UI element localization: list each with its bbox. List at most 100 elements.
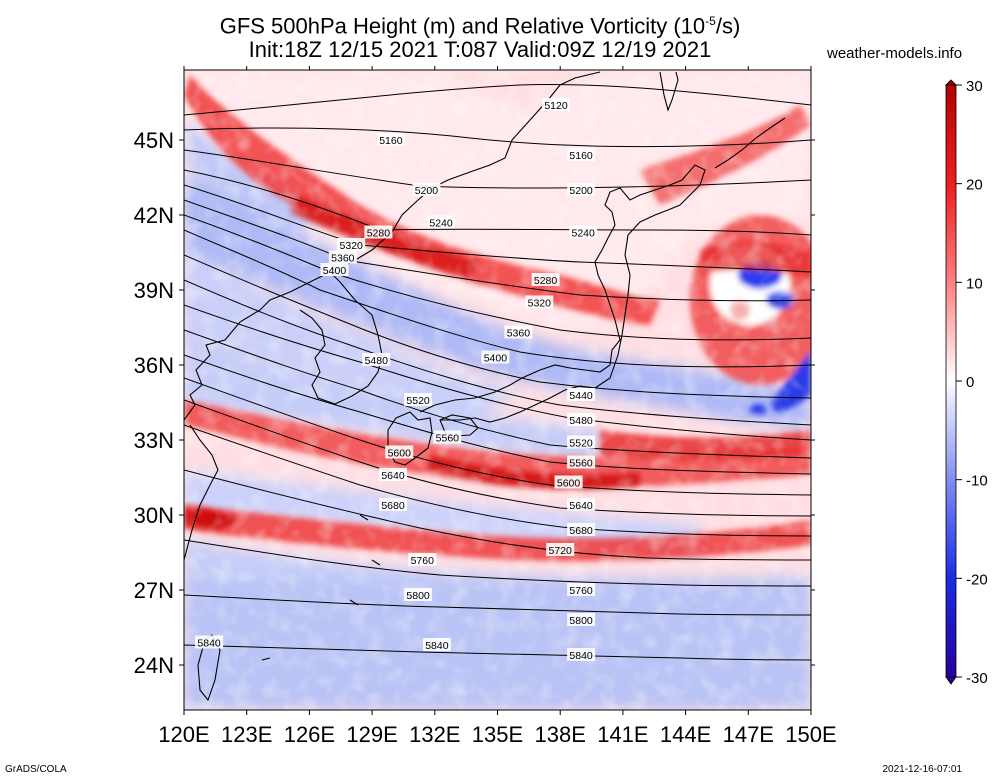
contour-label-text: 5760: [569, 585, 593, 597]
contour-label: 5360: [504, 325, 533, 340]
lat-tick-label: 45N: [134, 128, 174, 153]
contour-label-text: 5480: [365, 355, 389, 367]
contour-label-bg: [567, 435, 596, 449]
site-credit: weather-models.info: [827, 45, 963, 62]
contour-label: 5320: [337, 238, 366, 252]
contour-label-text: 5280: [367, 228, 391, 240]
contour-label: 5560: [433, 430, 462, 445]
contour-label: 5760: [567, 583, 596, 597]
contour-label: 5440: [567, 388, 596, 402]
contour-label-text: 5600: [557, 478, 581, 490]
contour-label-bg: [567, 148, 596, 161]
contour-label: 5280: [531, 273, 560, 287]
contour-label: 5200: [412, 183, 441, 197]
lon-tick-label: 138E: [535, 722, 586, 747]
contour-label-bg: [376, 133, 405, 146]
lat-tick-label: 27N: [134, 578, 174, 603]
lat-tick-label: 42N: [134, 203, 174, 228]
contour-label-bg: [542, 98, 571, 111]
lat-tick-label: 33N: [134, 428, 174, 453]
contour-label: 5360: [328, 250, 357, 265]
contour-label-bg: [546, 543, 575, 556]
contour-label: 5280: [364, 225, 393, 240]
contour-label-bg: [362, 353, 391, 366]
lon-tick-label: 126E: [284, 722, 335, 747]
contour-label-text: 5240: [572, 228, 596, 240]
contour-label-bg: [379, 498, 407, 511]
chart-title: GFS 500hPa Height (m) and Relative Vorti…: [219, 13, 741, 39]
contour-label-bg: [412, 183, 441, 196]
lat-tick-label: 36N: [134, 353, 174, 378]
contour-label: 5400: [481, 350, 510, 365]
contour-label-text: 5520: [569, 438, 593, 450]
footer-software: GrADS/COLA: [5, 764, 67, 775]
colorbar: 30 20 10 0 -10 -20 -30: [945, 78, 988, 687]
contour-label: 5800: [404, 588, 433, 602]
contour-label-text: 5800: [406, 590, 430, 602]
contour-label-text: 5320: [340, 240, 364, 252]
contour-label: 5600: [554, 475, 583, 490]
contour-label: 5160: [567, 148, 596, 162]
contour-label-text: 5800: [569, 615, 593, 627]
contour-label-text: 5760: [411, 555, 435, 567]
contour-label-bg: [567, 183, 596, 196]
contour-label-text: 5120: [544, 100, 568, 112]
contour-label: 5240: [427, 215, 456, 230]
contour-label-text: 5280: [534, 275, 558, 287]
lon-tick-label: 129E: [346, 722, 397, 747]
contour-label-bg: [569, 225, 598, 239]
contour-label-bg: [427, 215, 456, 229]
map-axes: 120E 123E 126E 129E 132E 135E 138E 141E 144E 147E…: [134, 66, 837, 747]
lon-tick-label: 120E: [158, 722, 209, 747]
contour-label-text: 5840: [425, 640, 449, 652]
contour-label-bg: [379, 468, 407, 481]
contour-label-text: 5200: [415, 185, 439, 197]
contour-label-bg: [364, 225, 393, 239]
lon-tick-label: 132E: [409, 722, 460, 747]
contour-label-text: 5600: [388, 448, 412, 460]
contour-label-bg: [567, 583, 596, 596]
contour-label: 5600: [385, 445, 414, 460]
contour-label: 5480: [362, 353, 391, 367]
contour-label-text: 5200: [569, 185, 593, 197]
contour-label-bg: [525, 295, 554, 309]
lon-tick-label: 123E: [221, 722, 272, 747]
contour-label-bg: [567, 455, 596, 469]
contour-label-bg: [531, 273, 560, 286]
colorbar-tick-label: 30: [966, 78, 983, 95]
footer-timestamp: 2021-12-16-07:01: [882, 764, 962, 775]
contour-label: 5200: [567, 183, 596, 197]
lat-tick-label: 30N: [134, 503, 174, 528]
contour-label: 5240: [569, 225, 598, 240]
contour-label: 5320: [525, 295, 554, 310]
contour-label: 5520: [404, 393, 433, 407]
contour-label: 5520: [567, 435, 596, 450]
contour-label: 5640: [567, 498, 596, 512]
contour-label-bg: [408, 553, 437, 566]
contour-label-text: 5160: [379, 135, 403, 147]
contour-label-bg: [481, 350, 510, 364]
contour-label-text: 5520: [406, 395, 430, 407]
contour-label-bg: [404, 393, 433, 406]
contour-label-bg: [422, 638, 451, 651]
contour-label-text: 5840: [197, 638, 221, 650]
colorbar-tick-label: -30: [966, 670, 988, 687]
contour-label-bg: [337, 238, 366, 251]
contour-label-bg: [567, 498, 596, 511]
chart-subtitle: Init:18Z 12/15 2021 T:087 Valid:09Z 12/1…: [248, 37, 712, 62]
contour-label: 5120: [542, 98, 571, 112]
contour-label: 5640: [379, 468, 407, 482]
contour-label: 5840: [195, 635, 224, 650]
colorbar-tick-label: -10: [966, 473, 988, 490]
contour-label-text: 5320: [528, 298, 552, 310]
height-contours: [184, 83, 811, 661]
contour-label-text: 5360: [331, 253, 355, 265]
lon-tick-label: 150E: [785, 722, 836, 747]
lon-tick-label: 147E: [723, 722, 774, 747]
lon-tick-label: 135E: [472, 722, 523, 747]
contour-label: 5720: [546, 543, 575, 557]
contour-label-text: 5640: [569, 500, 593, 512]
contour-label-text: 5640: [381, 470, 405, 482]
